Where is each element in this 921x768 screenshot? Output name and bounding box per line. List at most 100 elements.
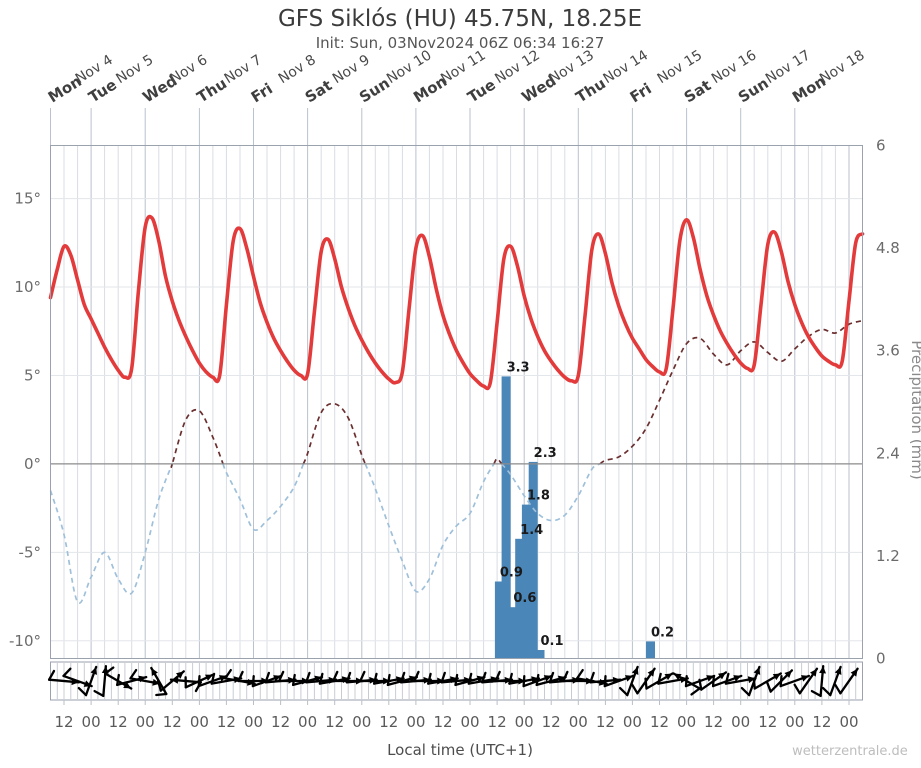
- hour-tick-label: 12: [704, 713, 723, 731]
- temperature-tick-label: 5°: [24, 367, 41, 385]
- hour-tick-label: 00: [677, 713, 696, 731]
- precipitation-bar-label: 0.6: [513, 591, 536, 606]
- wind-barb: [821, 665, 842, 697]
- precipitation-bar: [494, 581, 504, 659]
- precipitation-bar-labels: 0.9 3.3 0.6 1.4 1.8 2.3 0.1 0.2: [500, 360, 674, 649]
- hour-tick-label: 12: [54, 713, 73, 731]
- wind-barb: [77, 665, 98, 697]
- hour-tick-label: 00: [82, 713, 101, 731]
- hour-tick-label: 00: [460, 713, 479, 731]
- precipitation-bar-label: 0.9: [500, 566, 523, 581]
- precipitation-axis-labels: 6 4.8 3.6 2.4 1.2 0: [876, 137, 900, 668]
- hour-tick-label: 00: [515, 713, 534, 731]
- hour-tick-label: 12: [488, 713, 507, 731]
- wind-barb: [779, 674, 811, 688]
- day-name: Sat: [681, 76, 714, 106]
- hour-tick-label: 12: [379, 713, 398, 731]
- precipitation-tick-label: 2.4: [876, 444, 900, 462]
- day-tick-marks: [50, 108, 796, 146]
- wind-barb: [618, 665, 639, 697]
- temperature-tick-label: 0°: [24, 455, 41, 473]
- precipitation-bar-label: 1.4: [520, 523, 543, 538]
- wind-barb: [793, 667, 819, 695]
- temperature-tick-label: -10°: [9, 632, 41, 650]
- hour-tick-label: 00: [190, 713, 209, 731]
- precipitation-axis-title: Precipitation (mm): [908, 340, 921, 479]
- wind-barb: [810, 664, 826, 698]
- day-name: Sat: [302, 76, 335, 106]
- day-date: Nov 6: [167, 52, 210, 87]
- hour-tick-label: 12: [163, 713, 182, 731]
- temperature-axis-labels: 15° 10° 5° 0° -5° -10°: [9, 190, 41, 650]
- x-axis-title: Local time (UTC+1): [387, 741, 533, 759]
- temperature-tick-label: -5°: [19, 543, 41, 561]
- precipitation-tick-label: 6: [876, 137, 886, 155]
- hour-tick-label: 12: [109, 713, 128, 731]
- wind-barb: [834, 667, 859, 695]
- hour-tick-label: 00: [406, 713, 425, 731]
- dewpoint-segment-below-zero: [500, 463, 601, 522]
- hour-tick-label: 12: [758, 713, 777, 731]
- precipitation-bar-label: 2.3: [534, 446, 557, 461]
- precipitation-bar: [501, 376, 511, 659]
- hour-tick-label: 00: [569, 713, 588, 731]
- hour-tick-label: 00: [731, 713, 750, 731]
- hour-tick-label: 00: [244, 713, 263, 731]
- wind-barbs: [47, 664, 859, 698]
- day-name: Tue: [464, 75, 499, 106]
- precipitation-bar-label: 3.3: [507, 360, 530, 375]
- hour-tick-labels: 12 00 12 00 12 00 12 00 12 00 12 00 12 00 12 00 12 00 12 00…: [54, 700, 859, 731]
- dewpoint-segment-below-zero: [364, 463, 495, 593]
- day-date: Nov 5: [113, 52, 156, 87]
- day-name: Fri: [627, 80, 655, 107]
- temperature-tick-label: 15°: [14, 190, 41, 208]
- precipitation-bar-label: 0.2: [651, 625, 674, 640]
- precipitation-tick-label: 3.6: [876, 342, 900, 360]
- dewpoint-segment-above-zero: [599, 319, 863, 465]
- hour-tick-label: 12: [433, 713, 452, 731]
- dewpoint-segment-below-zero: [49, 463, 174, 605]
- hour-tick-label: 12: [812, 713, 831, 731]
- grid-lines: [50, 145, 863, 659]
- precipitation-bar: [528, 461, 538, 659]
- watermark: wetterzentrale.de: [792, 744, 908, 759]
- dewpoint-line: [49, 319, 863, 605]
- precipitation-tick-label: 0: [876, 650, 886, 668]
- hour-tick-label: 12: [596, 713, 615, 731]
- day-date: Nov 7: [222, 52, 265, 87]
- day-date: Nov 18: [817, 47, 868, 87]
- day-date: Nov 8: [276, 52, 319, 87]
- wind-barb: [603, 674, 635, 688]
- hour-tick-label: 00: [785, 713, 804, 731]
- precipitation-bar-label: 0.1: [540, 634, 563, 649]
- hour-tick-label: 00: [623, 713, 642, 731]
- dewpoint-segment-above-zero: [170, 408, 224, 468]
- hour-tick-label: 12: [650, 713, 669, 731]
- hour-tick-label: 12: [542, 713, 561, 731]
- dewpoint-segment-above-zero: [302, 402, 367, 465]
- hour-tick-label: 12: [217, 713, 236, 731]
- day-name: Fri: [248, 80, 276, 107]
- dewpoint-segment-below-zero: [222, 463, 305, 532]
- precipitation-bar: [521, 504, 531, 659]
- precipitation-bar: [515, 538, 525, 659]
- hour-tick-label: 00: [136, 713, 155, 731]
- hour-tick-label: 12: [325, 713, 344, 731]
- precipitation-bar: [535, 650, 545, 659]
- plot-frame: [50, 145, 863, 659]
- precipitation-bar-label: 1.8: [527, 489, 550, 504]
- temperature-tick-label: 10°: [14, 278, 41, 296]
- hour-tick-label: 00: [839, 713, 858, 731]
- wind-barb: [752, 672, 782, 690]
- init-subtitle: Init: Sun, 03Nov2024 06Z 06:34 16:27: [316, 34, 605, 52]
- page-title: GFS Siklós (HU) 45.75N, 18.25E: [278, 6, 642, 32]
- dewpoint-segment-above-zero: [493, 457, 503, 465]
- hour-tick-label: 12: [271, 713, 290, 731]
- precipitation-bar: [646, 641, 655, 659]
- wind-barb: [156, 670, 185, 692]
- temperature-line: [48, 214, 865, 391]
- precipitation-tick-label: 1.2: [876, 547, 900, 565]
